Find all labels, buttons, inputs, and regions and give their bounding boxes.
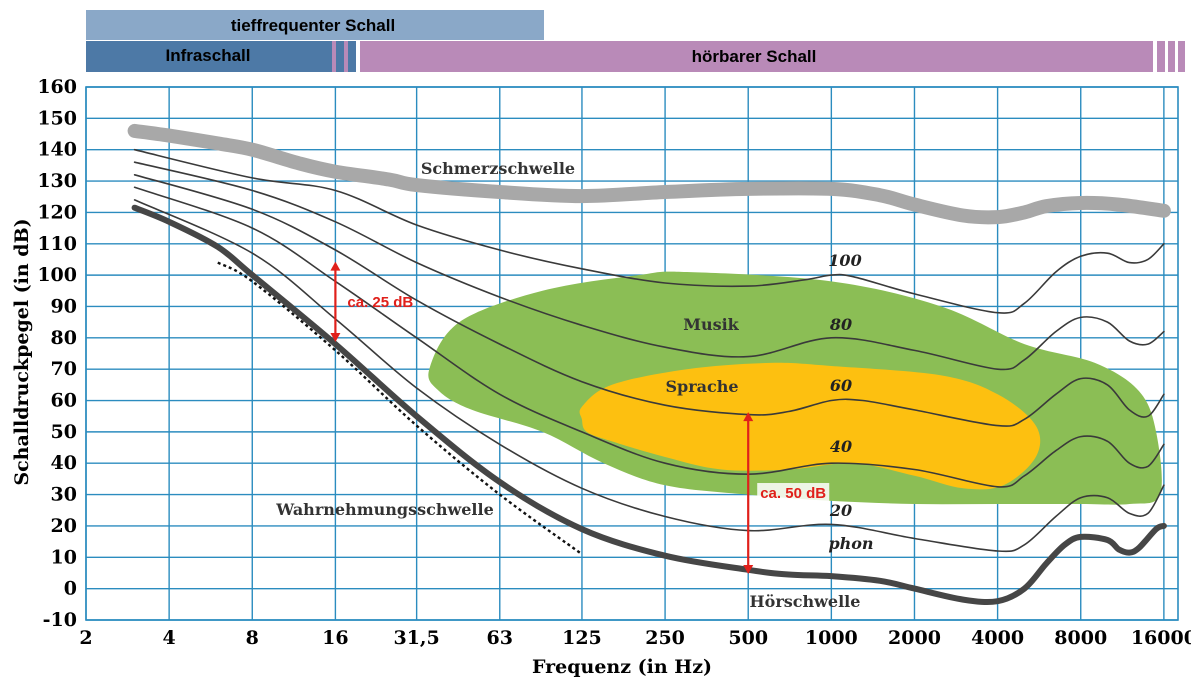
x-tick-label: 250	[645, 627, 685, 649]
x-tick-label: 4	[163, 627, 176, 649]
phon-80-label: 80	[829, 315, 852, 334]
x-axis-ticks: 2 4 8 16 31,5 63 125 250 500 1000 2000 4000 8000 1600…	[79, 627, 1191, 649]
hoerbar-stripe	[1178, 41, 1185, 72]
x-tick-label: 500	[728, 627, 768, 649]
y-tick-label: 30	[51, 484, 77, 506]
y-tick-label: 150	[37, 107, 77, 129]
x-tick-label: 8000	[1054, 627, 1107, 649]
y-tick-label: 120	[37, 201, 77, 223]
phon-unit-label: phon	[828, 534, 873, 553]
frequency-bands: tieffrequenter Schall Infraschall hörbar…	[86, 10, 1185, 72]
y-tick-label: 160	[37, 76, 77, 98]
x-tick-label: 2000	[888, 627, 941, 649]
areas	[428, 271, 1162, 505]
hoerbar-stripe	[1157, 41, 1165, 72]
y-tick-label: 70	[51, 358, 77, 380]
curve-60	[133, 174, 1165, 427]
x-tick-label: 31,5	[393, 627, 439, 649]
hoerschwelle-label: Hörschwelle	[750, 592, 861, 611]
x-tick-label: 8	[246, 627, 259, 649]
y-tick-label: 20	[51, 515, 77, 537]
y-tick-label: 10	[51, 546, 77, 568]
phon-60-label: 60	[830, 376, 852, 395]
y-tick-label: 0	[64, 578, 77, 600]
curve-schmerzschwelle	[127, 123, 1171, 225]
x-tick-label: 125	[562, 627, 602, 649]
tieffrequent-label: tieffrequenter Schall	[231, 16, 395, 35]
y-axis-title: Schalldruckpegel (in dB)	[11, 218, 33, 485]
infraschall-stripe	[344, 41, 348, 72]
arrows: ca. 25 dB ca. 50 dB	[330, 261, 830, 574]
area-sprache	[579, 362, 1041, 490]
y-tick-label: 80	[51, 327, 77, 349]
curve-80	[133, 161, 1165, 371]
curves	[127, 123, 1171, 606]
curve-100	[133, 148, 1165, 314]
x-tick-label: 1000	[805, 627, 858, 649]
y-tick-label: 110	[37, 233, 77, 255]
y-tick-label: -10	[43, 609, 77, 631]
y-tick-label: 40	[51, 452, 77, 474]
arrow-label: ca. 50 dB	[760, 485, 826, 502]
sprache-label: Sprache	[665, 377, 738, 396]
arrow-label: ca. 25 dB	[347, 294, 413, 311]
infraschall-stripe	[348, 41, 356, 72]
y-axis-ticks: -10 0 10 20 30 40 50 60 70 80 90 100 110 120 130 140 150…	[37, 76, 77, 631]
schmerzschwelle-label: Schmerzschwelle	[421, 159, 575, 178]
y-tick-label: 140	[37, 139, 77, 161]
musik-label: Musik	[683, 315, 739, 334]
hoerbar-label: hörbarer Schall	[692, 47, 817, 66]
y-tick-label: 50	[51, 421, 77, 443]
x-tick-label: 16000	[1131, 627, 1191, 649]
phon-20-label: 20	[829, 501, 852, 520]
tieffrequent-band	[86, 10, 544, 40]
x-tick-label: 4000	[971, 627, 1024, 649]
phon-100-label: 100	[828, 251, 861, 270]
infraschall-label: Infraschall	[165, 46, 250, 65]
phon-40-label: 40	[830, 437, 852, 456]
y-tick-label: 130	[37, 170, 77, 192]
arrow-head-up	[743, 412, 754, 422]
arrow-head-down	[330, 332, 341, 342]
hoerbar-stripe	[1168, 41, 1175, 72]
arrow-label-background	[757, 483, 830, 505]
x-axis-title: Frequenz (in Hz)	[532, 656, 712, 678]
arrow-head-up	[330, 261, 341, 271]
infraschall-stripe	[332, 41, 336, 72]
curve-wahrnehmungsschwelle	[217, 261, 583, 556]
curve-40	[133, 186, 1165, 488]
x-tick-label: 16	[322, 627, 348, 649]
x-tick-label: 63	[487, 627, 513, 649]
y-tick-label: 100	[37, 264, 77, 286]
arrow-head-down	[743, 564, 754, 574]
x-tick-label: 2	[79, 627, 92, 649]
curve-hoerschwelle	[131, 204, 1167, 606]
wahrnehmung-label: Wahrnehmungsschwelle	[275, 500, 494, 519]
infraschall-stripe	[336, 41, 344, 72]
hoerbar-band	[360, 41, 1153, 72]
curve-20	[133, 199, 1165, 553]
infraschall-band	[86, 41, 332, 72]
y-tick-label: 60	[51, 390, 77, 412]
y-tick-label: 90	[51, 295, 77, 317]
